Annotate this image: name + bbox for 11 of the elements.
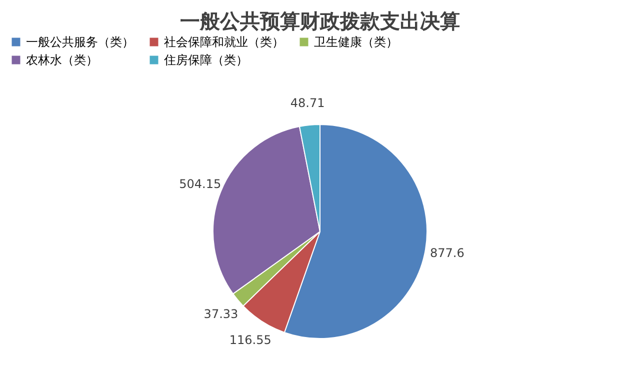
legend-label: 住房保障（类） — [163, 53, 248, 67]
data-label: 48.71 — [290, 96, 325, 110]
chart-title: 一般公共预算财政拨款支出决算 — [180, 9, 460, 33]
data-label: 877.6 — [430, 246, 464, 260]
data-label: 504.15 — [179, 176, 222, 191]
legend-label: 一般公共服务（类） — [26, 35, 134, 49]
data-label: 37.33 — [204, 307, 238, 322]
legend-label: 卫生健康（类） — [314, 35, 398, 49]
legend-label: 农林水（类） — [26, 53, 98, 67]
data-label: 116.55 — [229, 333, 272, 348]
legend-label: 社会保障和就业（类） — [164, 35, 284, 49]
